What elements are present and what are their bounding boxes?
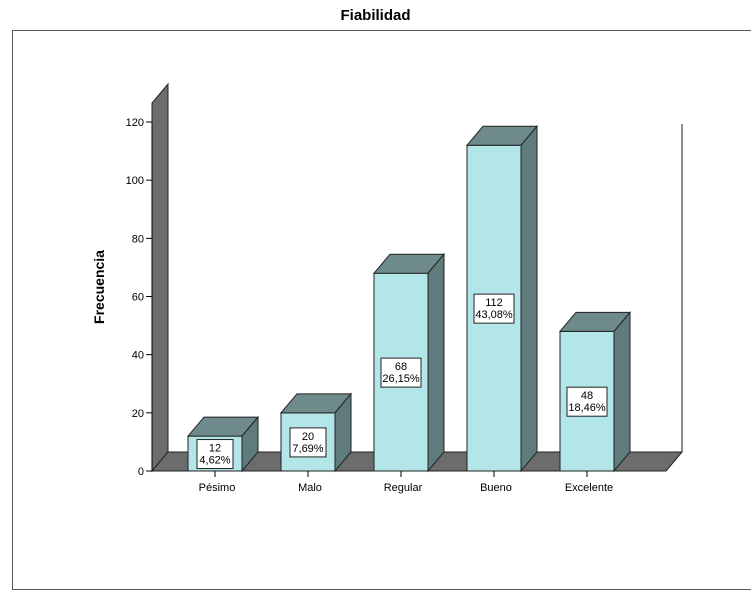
y-tick-label: 120 — [126, 117, 144, 129]
data-label-percent: 4,62% — [199, 455, 230, 467]
y-tick-label: 100 — [126, 175, 144, 187]
x-tick-label: Bueno — [480, 482, 512, 494]
data-label-count: 12 — [209, 443, 221, 455]
data-label-box — [380, 357, 422, 388]
data-label-percent: 18,46% — [568, 402, 606, 414]
data-label-box — [473, 293, 515, 324]
data-label-count: 20 — [302, 431, 314, 443]
bar: 124,62% — [186, 415, 260, 473]
data-label-count: 112 — [485, 297, 503, 309]
y-tick-label: 60 — [132, 292, 144, 304]
bar-side — [613, 311, 631, 473]
bar-side — [241, 415, 259, 473]
left-wall — [151, 82, 169, 473]
bar-side — [427, 252, 445, 473]
y-axis: 0 20 40 60 80 100 120 — [126, 117, 153, 478]
x-tick-label: Excelente — [565, 482, 613, 494]
data-label-box — [566, 386, 608, 417]
x-tick-label: Malo — [298, 482, 322, 494]
data-label-box — [196, 439, 234, 470]
y-tick-label: 20 — [132, 408, 144, 420]
bar: 207,69% — [279, 392, 353, 473]
x-tick-label: Regular — [384, 482, 423, 494]
y-axis-label: Frecuencia — [91, 250, 107, 324]
data-label-count: 68 — [395, 361, 407, 373]
x-axis: Pésimo Malo Regular Bueno Excelente — [199, 471, 613, 494]
data-label-count: 48 — [581, 390, 593, 402]
data-label-box — [289, 427, 327, 458]
data-label-percent: 26,15% — [382, 373, 420, 385]
data-label-percent: 7,69% — [292, 443, 323, 455]
bar-side — [520, 124, 538, 473]
y-tick-label: 40 — [132, 350, 144, 362]
x-tick-label: Pésimo — [199, 482, 236, 494]
y-tick-label: 80 — [132, 233, 144, 245]
bar-side — [334, 392, 352, 473]
y-tick-label: 0 — [138, 466, 144, 478]
data-label-percent: 43,08% — [475, 309, 513, 321]
chart-title: Fiabilidad — [340, 7, 411, 24]
